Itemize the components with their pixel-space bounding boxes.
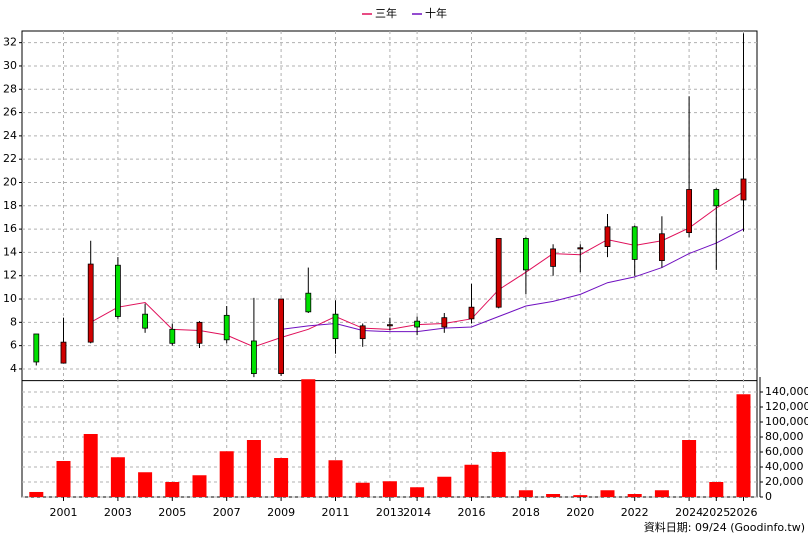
- x-tick-label: 2016: [458, 506, 486, 519]
- volume-bar: [437, 476, 452, 497]
- volume-bar: [355, 482, 370, 497]
- candle-body: [495, 238, 502, 308]
- legend-label: 十年: [425, 6, 447, 20]
- y-tick-label: 10: [3, 292, 17, 305]
- volume-bar: [301, 379, 316, 497]
- candle-body: [169, 328, 176, 344]
- candle-body: [386, 324, 393, 327]
- candle-body: [659, 233, 665, 261]
- ma-line: [281, 228, 744, 333]
- candle-body: [196, 321, 203, 344]
- volume-bar: [736, 394, 751, 497]
- y-tick-label: 6: [10, 339, 17, 352]
- y-tick-label: 30: [3, 59, 17, 72]
- candle-body: [414, 320, 421, 328]
- y2-tick-label: 20,000: [765, 475, 804, 488]
- y-tick-label: 28: [3, 82, 17, 95]
- volume-bar: [165, 482, 180, 497]
- y-tick-label: 22: [3, 152, 17, 165]
- candle-body: [142, 313, 149, 329]
- volume-bar: [274, 458, 289, 497]
- candle-body: [713, 189, 720, 207]
- x-tick-label: 2001: [50, 506, 78, 519]
- candle-body: [60, 341, 67, 364]
- legend-label: 三年: [375, 6, 397, 20]
- candle-body: [604, 226, 611, 247]
- y2-tick-label: 0: [765, 490, 772, 503]
- candle-body: [441, 317, 448, 328]
- y2-tick-label: 100,000: [765, 415, 808, 428]
- y2-tick-label: 60,000: [765, 445, 804, 458]
- y-tick-label: 14: [3, 245, 17, 258]
- candle-body: [359, 325, 366, 340]
- y-tick-label: 18: [3, 199, 17, 212]
- candle-body: [223, 314, 230, 341]
- candle-body: [523, 238, 529, 271]
- volume-bar: [110, 457, 125, 497]
- footer: 資料日期: 09/24 (Goodinfo.tw): [644, 520, 805, 534]
- y-tick-label: 4: [10, 362, 17, 375]
- y-tick-label: 16: [3, 222, 17, 235]
- y2-tick-label: 140,000: [765, 385, 808, 398]
- volume-bar: [246, 440, 261, 497]
- y-tick-label: 26: [3, 106, 17, 119]
- x-tick-label: 2003: [104, 506, 132, 519]
- candle-body: [115, 264, 121, 317]
- y2-tick-label: 80,000: [765, 430, 804, 443]
- x-tick-label: 2018: [512, 506, 540, 519]
- candle-body: [550, 248, 556, 267]
- x-tick-label: 2020: [566, 506, 594, 519]
- x-tick-label: 2014: [403, 506, 431, 519]
- volume-bar: [219, 451, 234, 497]
- x-tick-label: 2009: [267, 506, 295, 519]
- x-tick-label: 2011: [322, 506, 350, 519]
- volume-bar: [709, 482, 724, 497]
- y-tick-label: 24: [3, 129, 17, 142]
- volume-bar: [410, 487, 425, 497]
- volume-bar: [138, 472, 153, 497]
- volume-bar: [464, 464, 479, 497]
- candle-body: [332, 313, 339, 340]
- candle-body: [250, 340, 257, 375]
- volume-bar: [29, 491, 44, 497]
- candle-body: [278, 298, 285, 375]
- candle-body: [631, 226, 638, 260]
- y2-tick-label: 120,000: [765, 400, 808, 413]
- volume-bar: [654, 490, 669, 497]
- volume-bar: [518, 490, 533, 497]
- candle-body: [33, 333, 40, 363]
- volume-bar: [682, 440, 697, 497]
- y2-tick-label: 40,000: [765, 460, 804, 473]
- volume-bar: [56, 461, 71, 497]
- x-tick-label: 2005: [158, 506, 186, 519]
- candle-body: [577, 247, 584, 250]
- volume-bar: [491, 452, 506, 497]
- volume-bar: [382, 481, 397, 497]
- candle-body: [87, 263, 94, 343]
- candle-body: [740, 178, 747, 201]
- x-tick-label: 2013: [376, 506, 404, 519]
- y-tick-label: 20: [3, 175, 17, 188]
- x-tick-label: 2025: [702, 506, 730, 519]
- volume-bar: [328, 460, 343, 497]
- y-tick-label: 8: [10, 315, 17, 328]
- volume-bar: [192, 475, 207, 497]
- volume-bar: [627, 494, 642, 497]
- x-tick-label: 2024: [675, 506, 703, 519]
- candle-body: [686, 189, 692, 234]
- volume-bar: [546, 494, 561, 497]
- candle-body: [305, 292, 312, 313]
- volume-bar: [600, 490, 615, 497]
- volume-bar: [573, 495, 588, 497]
- x-tick-label: 2022: [621, 506, 649, 519]
- candle-body: [468, 306, 475, 320]
- y-tick-label: 12: [3, 269, 17, 282]
- volume-bar: [83, 434, 98, 497]
- x-tick-label: 2026: [730, 506, 758, 519]
- y-tick-label: 32: [3, 36, 17, 49]
- x-tick-label: 2007: [213, 506, 241, 519]
